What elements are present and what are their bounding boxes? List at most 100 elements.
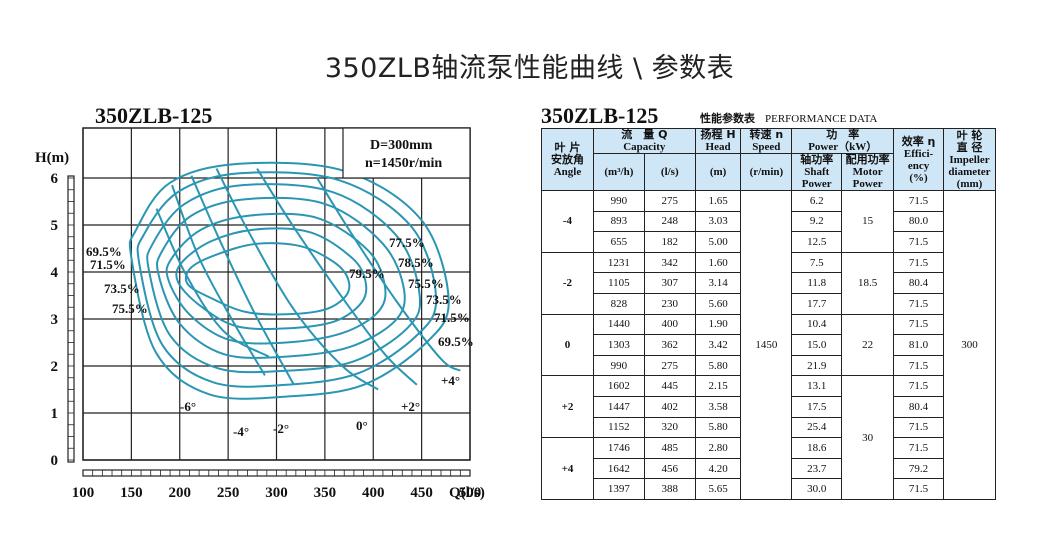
cell-shaft-power: 13.1: [791, 375, 843, 397]
cell-capacity-m3h: 1152: [592, 416, 645, 439]
cell-head: 3.42: [694, 334, 742, 356]
x-tick-label: 450: [410, 485, 433, 501]
cell-capacity-ls: 307: [643, 272, 696, 294]
cell-shaft-power: 25.4: [791, 416, 843, 439]
cell-shaft-power: 18.6: [791, 437, 843, 459]
cell-shaft-power: 7.5: [791, 251, 843, 274]
y-tick-label: 4: [51, 265, 59, 281]
cell-capacity-ls: 275: [643, 354, 696, 377]
info-speed: n=1450r/min: [365, 156, 442, 171]
efficiency-contour: [136, 171, 438, 388]
cell-capacity-m3h: 1602: [592, 375, 645, 397]
cell-capacity-m3h: 990: [592, 354, 645, 377]
x-tick-label: 500: [459, 485, 482, 501]
cell-capacity-ls: 230: [643, 292, 696, 315]
cell-shaft-power: 10.4: [791, 313, 843, 336]
cell-capacity-m3h: 655: [592, 231, 645, 253]
header-unit-speed: (r/min): [740, 153, 793, 191]
angle-label: -2°: [273, 421, 289, 436]
x-tick-label: 250: [217, 485, 240, 501]
cell-head: 3.14: [694, 272, 742, 294]
cell-capacity-ls: 320: [643, 416, 696, 439]
cell-capacity-m3h: 893: [592, 210, 645, 233]
cell-shaft-power: 11.8: [791, 272, 843, 294]
cell-capacity-m3h: 1397: [592, 478, 645, 500]
header-head: 扬程 H Head: [694, 128, 742, 154]
angle-curves: [155, 168, 461, 391]
angle-label: 0°: [356, 418, 368, 433]
cell-efficiency: 80.0: [893, 210, 944, 233]
cell-efficiency: 71.5: [893, 231, 944, 253]
efficiency-contours: [128, 161, 450, 400]
table-model-title: 350ZLB-125: [541, 103, 659, 128]
angle-label: -6°: [180, 399, 196, 414]
efficiency-label: 75.5%: [112, 301, 148, 316]
cell-head: 5.60: [694, 292, 742, 315]
cell-shaft-power: 17.7: [791, 292, 843, 315]
table-caption-cn: 性能参数表: [700, 112, 755, 125]
x-tick-label: 100: [72, 485, 95, 501]
cell-head: 5.80: [694, 354, 742, 377]
cell-shaft-power: 9.2: [791, 210, 843, 233]
header-capacity: 流 量 Q Capacity: [592, 128, 696, 154]
cell-efficiency: 71.5: [893, 313, 944, 336]
efficiency-label: 69.5%: [438, 334, 474, 349]
cell-shaft-power: 15.0: [791, 334, 843, 356]
cell-efficiency: 71.5: [893, 354, 944, 377]
y-tick-label: 2: [51, 359, 59, 375]
info-diameter: D=300mm: [370, 138, 433, 153]
efficiency-label: 73.5%: [104, 281, 140, 296]
x-tick-label: 350: [314, 485, 337, 501]
cell-shaft-power: 12.5: [791, 231, 843, 253]
efficiency-label: 78.5%: [398, 255, 434, 270]
page-title: 350ZLB轴流泵性能曲线 \ 参数表: [324, 53, 735, 84]
x-tick-label: 200: [169, 485, 192, 501]
cell-efficiency: 71.5: [893, 190, 944, 212]
cell-impeller: 300: [942, 190, 997, 500]
efficiency-contour: [184, 242, 351, 316]
efficiency-label: 69.5%: [86, 244, 122, 259]
cell-capacity-ls: 342: [643, 251, 696, 274]
header-speed: 转速 n Speed: [740, 128, 793, 154]
x-tick-label: 150: [120, 485, 143, 501]
cell-capacity-ls: 275: [643, 190, 696, 212]
header-motor-power: 配用功率 Motor Power: [841, 153, 895, 191]
info-box: [342, 127, 471, 179]
cell-angle: -4: [541, 190, 594, 253]
cell-capacity-m3h: 1105: [592, 272, 645, 294]
cell-capacity-ls: 388: [643, 478, 696, 500]
cell-head: 1.90: [694, 313, 742, 336]
cell-head: 1.60: [694, 251, 742, 274]
cell-shaft-power: 23.7: [791, 457, 843, 480]
cell-head: 5.80: [694, 416, 742, 439]
cell-shaft-power: 30.0: [791, 478, 843, 500]
angle-curve: [256, 168, 418, 386]
table-row: 828 230 5.60 17.7 71.5: [542, 292, 996, 315]
cell-capacity-ls: 485: [643, 437, 696, 459]
cell-head: 2.80: [694, 437, 742, 459]
chart-model-title: 350ZLB-125: [95, 103, 213, 128]
x-tick-label: 300: [265, 485, 288, 501]
cell-shaft-power: 6.2: [791, 190, 843, 212]
cell-efficiency: 71.5: [893, 416, 944, 439]
cell-efficiency: 71.5: [893, 478, 944, 500]
angle-curve: [215, 168, 379, 391]
cell-efficiency: 80.4: [893, 395, 944, 418]
cell-head: 4.20: [694, 457, 742, 480]
header-unit-m3h: (m³/h): [592, 153, 645, 191]
y-tick-label: 1: [51, 406, 59, 422]
cell-motor-power: 30: [841, 375, 895, 500]
cell-capacity-ls: 456: [643, 457, 696, 480]
cell-motor-power: 18.5: [841, 251, 895, 315]
table-row: 1397 388 5.65 30.0 71.5: [542, 478, 996, 500]
cell-efficiency: 81.0: [893, 334, 944, 356]
angle-label: +4°: [441, 373, 460, 388]
efficiency-label: 71.5%: [90, 257, 126, 272]
angle-curve: [316, 177, 461, 372]
cell-head: 3.58: [694, 395, 742, 418]
cell-capacity-ls: 248: [643, 210, 696, 233]
efficiency-contour: [146, 183, 422, 374]
header-unit-ls: (l/s): [643, 153, 696, 191]
cell-capacity-ls: 400: [643, 313, 696, 336]
efficiency-contour: [156, 196, 406, 359]
